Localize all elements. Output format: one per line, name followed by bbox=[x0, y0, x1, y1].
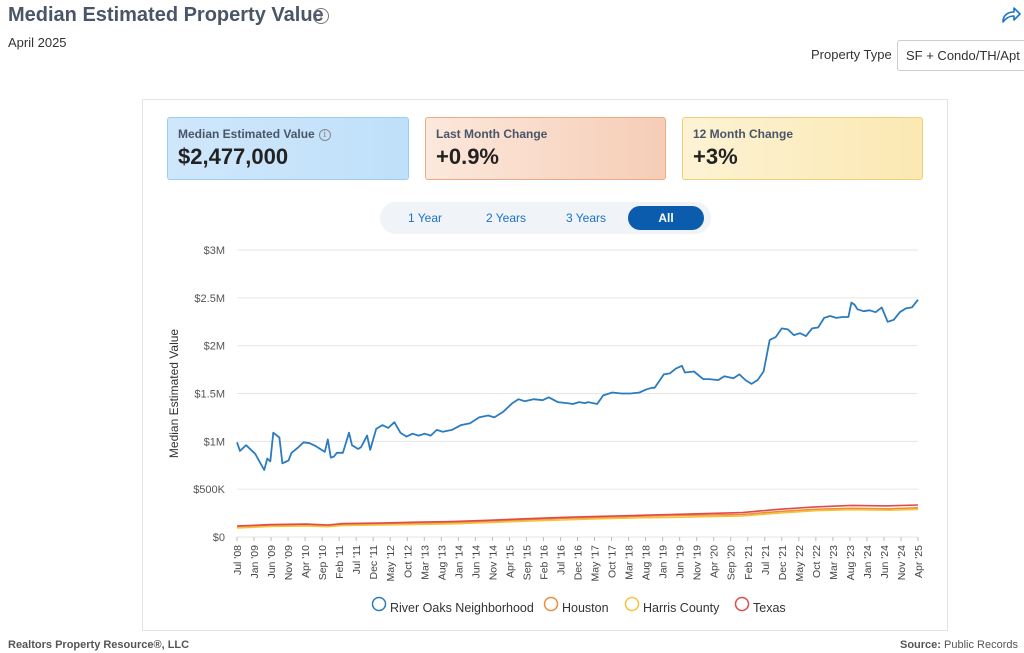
y-tick-label: $2M bbox=[204, 341, 225, 353]
legend-marker bbox=[543, 596, 559, 612]
legend-label: Houston bbox=[562, 601, 609, 615]
x-tick-label: Jan '24 bbox=[862, 545, 874, 579]
x-tick-label: Mar '18 bbox=[624, 545, 636, 580]
x-tick-label: Oct '17 bbox=[607, 545, 619, 578]
footer-source: Source: Public Records bbox=[900, 639, 1018, 651]
page-title: Median Estimated Property Value bbox=[8, 4, 324, 26]
x-tick-label: Oct '22 bbox=[811, 545, 823, 578]
x-tick-label: May '12 bbox=[385, 545, 397, 582]
series-line bbox=[236, 299, 919, 471]
x-tick-label: Jun '24 bbox=[879, 545, 891, 579]
footer-attribution: Realtors Property Resource®, LLC bbox=[8, 639, 190, 651]
x-tick-label: Jul '08 bbox=[232, 545, 244, 575]
x-tick-label: Jan '19 bbox=[658, 545, 670, 579]
legend-marker bbox=[734, 596, 750, 612]
x-tick-label: Feb '21 bbox=[743, 545, 755, 580]
x-tick-label: Nov '24 bbox=[896, 545, 908, 580]
x-tick-label: Nov '09 bbox=[283, 545, 295, 580]
y-axis-label: Median Estimated Value bbox=[167, 329, 181, 459]
range-tabs: 1 Year 2 Years 3 Years All bbox=[380, 202, 711, 234]
property-type-label: Property Type bbox=[811, 47, 892, 62]
kpi-value: +3% bbox=[693, 144, 738, 169]
x-tick-label: Jun '14 bbox=[470, 545, 482, 579]
x-tick-label: Jan '09 bbox=[249, 545, 261, 579]
x-tick-label: Sep '15 bbox=[521, 545, 533, 580]
kpi-label: 12 Month Change bbox=[693, 127, 794, 141]
y-tick-label: $2.5M bbox=[194, 293, 225, 305]
x-tick-label: Jul '11 bbox=[351, 545, 363, 574]
chart-card: Median Estimated Value i $2,477,000 Last … bbox=[142, 99, 948, 631]
info-icon[interactable]: i bbox=[318, 129, 331, 141]
series-line bbox=[236, 508, 919, 529]
info-icon[interactable]: i bbox=[313, 8, 329, 24]
x-tick-label: Apr '15 bbox=[504, 545, 516, 578]
x-tick-label: Feb '11 bbox=[334, 545, 346, 579]
x-tick-label: Nov '14 bbox=[487, 545, 499, 580]
kpi-value: $2,477,000 bbox=[178, 144, 289, 169]
x-tick-label: Jul '16 bbox=[555, 545, 567, 575]
x-tick-label: Oct '12 bbox=[402, 545, 414, 578]
x-tick-label: Apr '10 bbox=[300, 545, 312, 578]
x-tick-label: Aug '18 bbox=[641, 545, 653, 580]
x-tick-label: Nov '19 bbox=[692, 545, 704, 580]
x-tick-label: Jun '09 bbox=[266, 545, 278, 579]
x-tick-label: Mar '13 bbox=[419, 545, 431, 580]
legend-marker bbox=[624, 596, 640, 612]
share-icon[interactable] bbox=[1000, 6, 1022, 24]
x-tick-label: Dec '11 bbox=[368, 545, 380, 580]
x-tick-label: Aug '23 bbox=[845, 545, 857, 580]
y-tick-label: $500K bbox=[193, 484, 225, 496]
tab-1-year[interactable]: 1 Year bbox=[407, 211, 443, 225]
x-tick-label: Apr '25 bbox=[913, 545, 925, 578]
kpi-median-value: Median Estimated Value i $2,477,000 bbox=[167, 117, 409, 180]
x-tick-label: Jul '21 bbox=[760, 545, 772, 575]
tab-all[interactable]: All bbox=[628, 206, 704, 230]
x-tick-label: Apr '20 bbox=[709, 545, 721, 578]
legend-label: River Oaks Neighborhood bbox=[390, 601, 534, 615]
y-tick-label: $1M bbox=[204, 436, 225, 448]
tab-2-years[interactable]: 2 Years bbox=[485, 211, 527, 225]
tab-3-years[interactable]: 3 Years bbox=[565, 211, 607, 225]
source-value: Public Records bbox=[944, 639, 1018, 651]
x-tick-label: May '17 bbox=[590, 545, 602, 582]
x-tick-label: Mar '23 bbox=[828, 545, 840, 580]
y-tick-label: $1.5M bbox=[194, 389, 225, 401]
y-tick-label: $3M bbox=[204, 245, 225, 257]
kpi-label: Median Estimated Value bbox=[178, 127, 315, 141]
series-line bbox=[236, 504, 919, 527]
x-tick-label: Dec '21 bbox=[777, 545, 789, 580]
x-tick-label: May '22 bbox=[794, 545, 806, 582]
kpi-label: Last Month Change bbox=[436, 127, 548, 141]
legend-marker bbox=[371, 596, 387, 612]
x-tick-label: Feb '16 bbox=[538, 545, 550, 580]
x-tick-label: Sep '10 bbox=[317, 545, 329, 580]
source-label: Source: bbox=[899, 639, 941, 651]
x-tick-label: Aug '13 bbox=[436, 545, 448, 580]
legend-label: Harris County bbox=[643, 601, 720, 615]
property-type-select[interactable]: SF + Condo/TH/Apt bbox=[897, 40, 1024, 71]
kpi-last-month-change: Last Month Change +0.9% bbox=[425, 117, 666, 180]
kpi-value: +0.9% bbox=[436, 144, 499, 169]
legend-label: Texas bbox=[753, 601, 786, 615]
x-tick-label: Jan '14 bbox=[453, 545, 465, 579]
page-subtitle: April 2025 bbox=[8, 35, 67, 50]
y-tick-label: $0 bbox=[213, 532, 225, 544]
x-tick-label: Dec '16 bbox=[573, 545, 585, 580]
kpi-12-month-change: 12 Month Change +3% bbox=[682, 117, 923, 180]
x-tick-label: Jun '19 bbox=[675, 545, 687, 579]
x-tick-label: Sep '20 bbox=[726, 545, 738, 580]
